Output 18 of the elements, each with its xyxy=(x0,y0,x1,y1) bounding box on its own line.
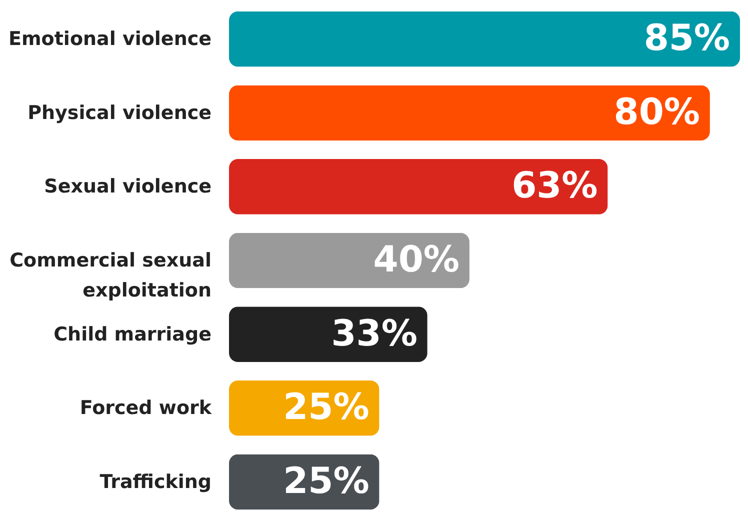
data-label: 25% xyxy=(283,387,370,428)
data-label: 80% xyxy=(614,92,700,133)
bar xyxy=(229,159,608,214)
bar xyxy=(229,85,710,141)
bar xyxy=(229,232,470,288)
data-label: 63% xyxy=(512,166,598,207)
y-tick-label: Trafficking xyxy=(100,470,212,493)
bar xyxy=(229,11,740,67)
y-tick-label: Physical violence xyxy=(28,102,212,124)
data-label: 40% xyxy=(373,240,460,280)
y-tick-label: Commercial sexual exploitation xyxy=(10,250,212,302)
y-tick-label: Sexual violence xyxy=(44,176,212,198)
data-label: 25% xyxy=(283,460,370,502)
y-tick-label: Child marriage xyxy=(54,323,212,346)
y-tick-label: Emotional violence xyxy=(8,28,212,50)
data-label: 85% xyxy=(644,18,730,60)
y-tick-label: Forced work xyxy=(80,397,212,420)
data-label: 33% xyxy=(331,313,418,354)
